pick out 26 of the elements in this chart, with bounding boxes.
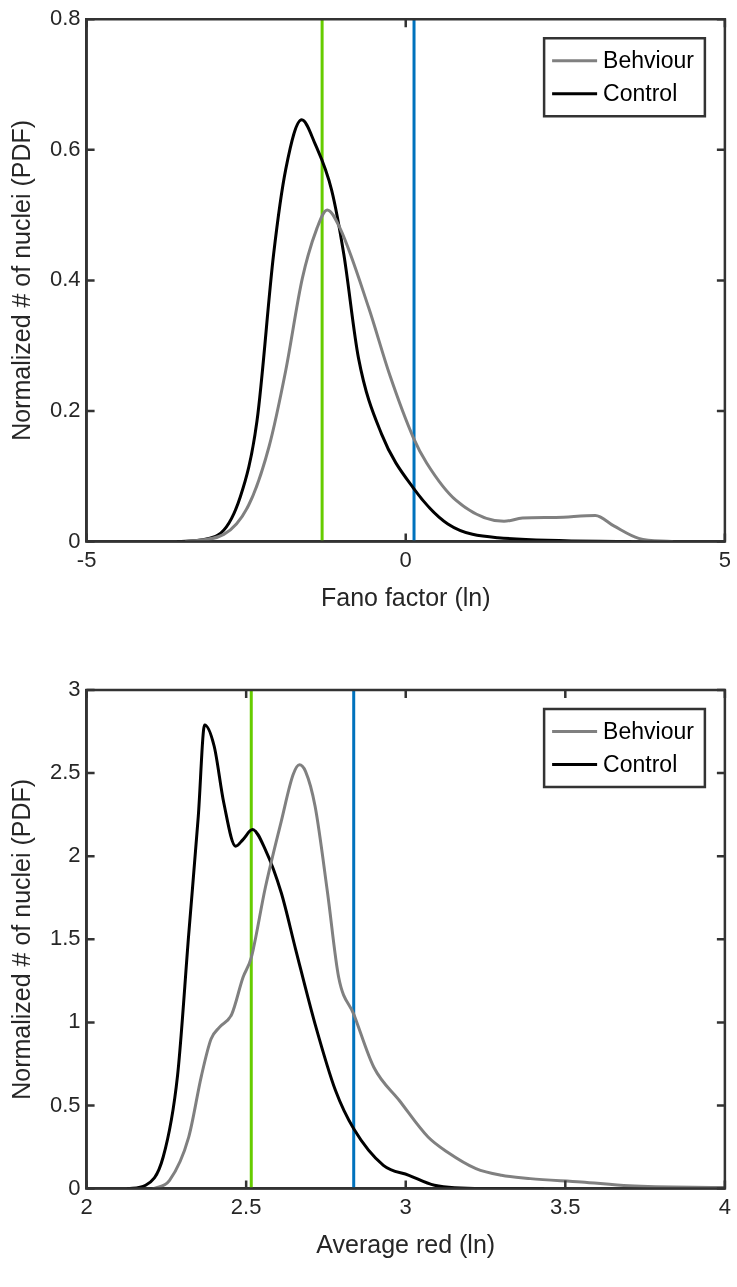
y-tick-label: 0 (68, 527, 81, 553)
legend-label: Behviour (603, 47, 695, 74)
legend-label: Behviour (603, 717, 695, 744)
y-tick-label: 2.5 (49, 759, 81, 785)
x-axis-title: Fano factor (ln) (320, 582, 491, 611)
y-tick-label: 1 (68, 1008, 81, 1034)
legend-label: Control (603, 750, 678, 777)
y-tick-label: 0 (68, 1174, 81, 1200)
y-axis-title: Normalized # of nuclei (PDF) (6, 119, 35, 441)
legend-label: Control (603, 80, 678, 107)
y-tick-label: 0.5 (49, 1091, 81, 1117)
y-tick-label: 3 (68, 676, 81, 702)
x-tick-label: 4 (718, 1193, 732, 1219)
x-tick-label: 3 (399, 1193, 412, 1219)
x-tick-label: 5 (718, 546, 732, 572)
y-tick-label: 0.6 (49, 135, 81, 161)
x-tick-label: 2.5 (230, 1193, 262, 1219)
y-axis-title: Normalized # of nuclei (PDF) (6, 778, 35, 1100)
x-tick-label: 0 (399, 546, 412, 572)
x-tick-label: 3.5 (550, 1193, 581, 1219)
y-tick-label: 0.2 (49, 397, 81, 423)
y-tick-label: 0.4 (49, 266, 81, 292)
y-tick-label: 0.8 (49, 5, 81, 31)
x-axis-title: Average red (ln) (316, 1229, 496, 1258)
y-tick-label: 1.5 (49, 925, 81, 951)
y-tick-label: 2 (68, 842, 81, 868)
